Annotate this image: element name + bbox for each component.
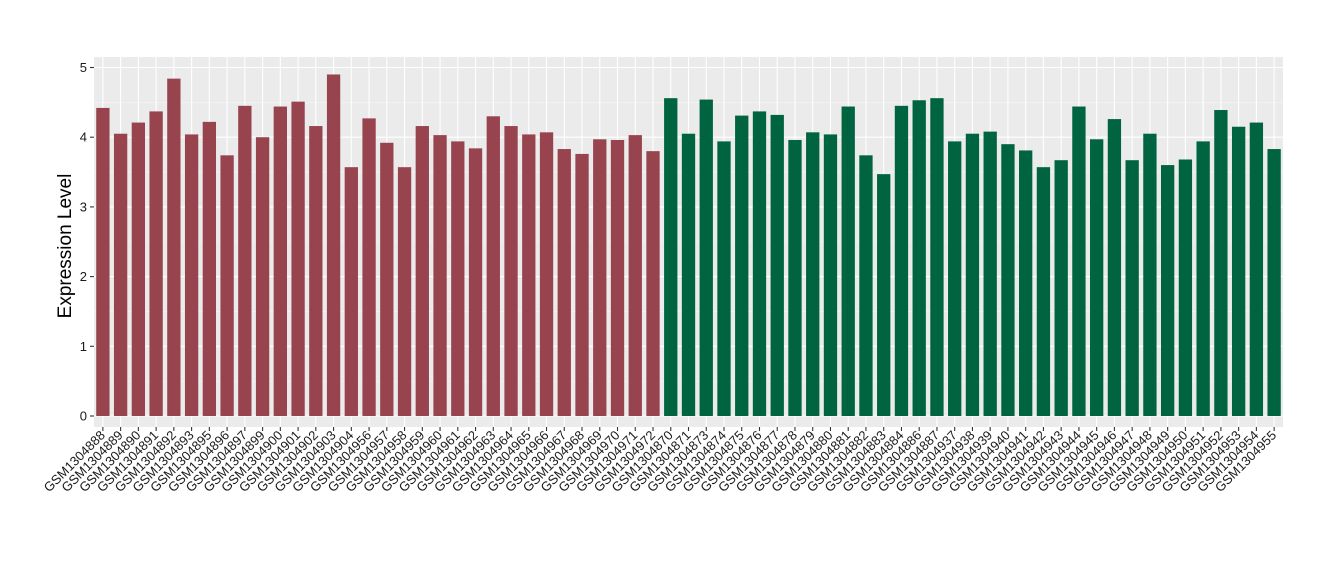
bar-GSM1304941 — [1019, 150, 1033, 416]
bar-GSM1304944 — [1072, 106, 1086, 416]
y-tick-label: 4 — [80, 130, 87, 145]
bar-GSM1304875 — [735, 115, 749, 416]
bar-GSM1304897 — [238, 105, 252, 416]
bar-GSM1304957 — [380, 142, 394, 416]
bar-GSM1304896 — [220, 155, 234, 416]
bar-GSM1304893 — [184, 134, 199, 416]
bar-GSM1304969 — [593, 139, 607, 417]
bar-GSM1304967 — [557, 149, 571, 417]
bar-GSM1304954 — [1249, 122, 1264, 416]
bar-GSM1304947 — [1125, 160, 1139, 416]
bar-GSM1304877 — [770, 114, 784, 417]
bar-GSM1304881 — [841, 106, 855, 416]
bar-GSM1304883 — [877, 174, 891, 416]
y-tick-label: 1 — [80, 339, 87, 354]
bar-GSM1304890 — [131, 122, 146, 416]
bar-GSM1304892 — [167, 78, 181, 417]
bar-GSM1304961 — [451, 141, 465, 416]
bar-GSM1304901 — [291, 101, 305, 417]
bar-GSM1304945 — [1090, 139, 1104, 417]
y-tick-label: 5 — [80, 60, 87, 75]
bar-GSM1304884 — [894, 105, 909, 416]
bar-GSM1304871 — [681, 133, 696, 416]
bar-GSM1304888 — [96, 107, 110, 417]
bar-GSM1304937 — [948, 141, 962, 416]
bar-GSM1304876 — [752, 111, 767, 416]
bar-GSM1304880 — [823, 134, 838, 416]
y-axis-title: Expression Level — [55, 174, 76, 319]
bar-GSM1304878 — [788, 139, 802, 417]
bar-GSM1304962 — [468, 148, 483, 416]
y-tick-label: 0 — [80, 409, 87, 424]
bar-GSM1304874 — [717, 141, 731, 416]
bar-GSM1304900 — [273, 106, 287, 416]
bar-GSM1304882 — [859, 155, 873, 416]
bar-GSM1304964 — [504, 126, 518, 417]
x-axis: GSM1304888GSM1304889GSM1304890GSM1304891… — [41, 427, 1279, 495]
bar-GSM1304891 — [149, 111, 163, 416]
bars-group — [96, 74, 1281, 417]
bar-GSM1304903 — [326, 74, 341, 416]
bar-GSM1304889 — [113, 133, 128, 416]
bar-GSM1304966 — [539, 132, 554, 416]
bar-GSM1304943 — [1054, 160, 1068, 416]
bar-GSM1304968 — [575, 153, 589, 416]
bar-GSM1304948 — [1143, 133, 1157, 416]
bar-GSM1304899 — [255, 137, 270, 416]
bar-GSM1304955 — [1267, 149, 1281, 417]
bar-GSM1304887 — [930, 98, 944, 417]
y-axis: 0 1 2 3 4 5 — [80, 60, 94, 424]
bar-GSM1304939 — [983, 131, 997, 416]
bar-GSM1304942 — [1036, 167, 1051, 416]
bar-GSM1304965 — [522, 134, 536, 416]
bar-GSM1304956 — [362, 118, 376, 416]
bar-GSM1304971 — [628, 135, 642, 417]
bar-GSM1304946 — [1107, 119, 1122, 416]
bar-GSM1304949 — [1160, 165, 1175, 416]
bar-GSM1304958 — [397, 167, 412, 416]
bar-GSM1304886 — [912, 100, 926, 416]
bar-GSM1304879 — [806, 132, 820, 416]
bar-GSM1304953 — [1231, 126, 1246, 417]
bar-GSM1304951 — [1196, 141, 1210, 416]
bar-GSM1304970 — [610, 139, 625, 417]
bar-GSM1304940 — [1001, 144, 1015, 417]
bar-GSM1304870 — [664, 98, 678, 417]
bar-GSM1304873 — [699, 99, 713, 416]
bar-GSM1304904 — [344, 167, 358, 416]
bar-GSM1304972 — [646, 151, 660, 416]
bar-GSM1304938 — [965, 133, 980, 416]
bar-GSM1304960 — [433, 135, 447, 417]
bar-GSM1304950 — [1178, 159, 1193, 416]
bar-GSM1304902 — [309, 126, 323, 417]
bar-GSM1304952 — [1214, 110, 1228, 417]
bar-GSM1304959 — [415, 126, 429, 417]
bar-GSM1304963 — [486, 116, 500, 416]
y-tick-label: 3 — [80, 199, 87, 214]
y-tick-label: 2 — [80, 269, 87, 284]
bar-GSM1304895 — [202, 121, 217, 417]
